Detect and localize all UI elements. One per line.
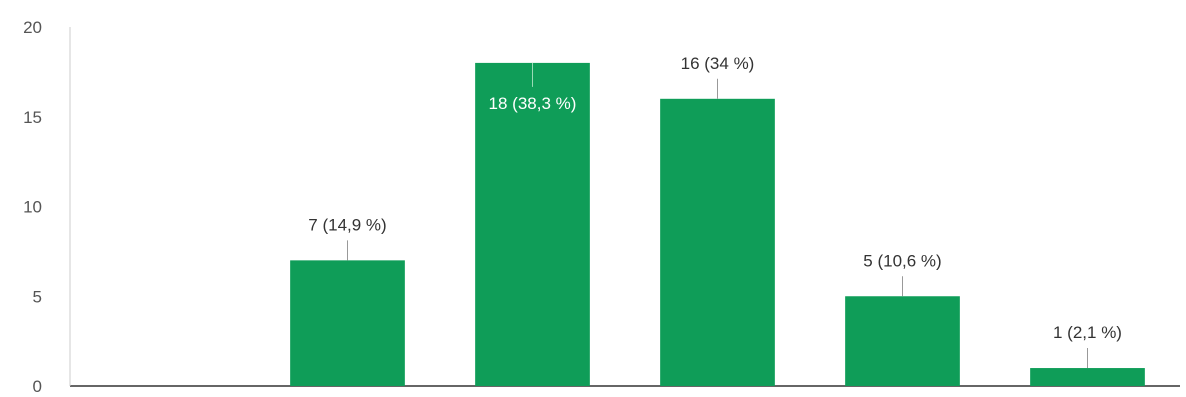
bar [290, 260, 405, 386]
y-tick-label: 10 [23, 198, 42, 217]
y-tick-label: 15 [23, 108, 42, 127]
data-label: 18 (38,3 %) [489, 94, 577, 113]
data-label: 16 (34 %) [681, 54, 755, 73]
bar [475, 62, 590, 387]
bars [290, 62, 1145, 387]
y-tick-label: 0 [33, 377, 42, 396]
bar [1030, 368, 1145, 386]
bar [845, 296, 960, 386]
y-axis-ticks: 0 5 10 15 20 [23, 18, 42, 396]
y-tick-label: 5 [33, 287, 42, 306]
bar [660, 98, 775, 387]
data-label: 7 (14,9 %) [308, 215, 386, 234]
data-label: 5 (10,6 %) [863, 251, 941, 270]
data-label: 1 (2,1 %) [1053, 323, 1122, 342]
data-labels: 7 (14,9 %) 18 (38,3 %) 16 (34 %) 5 (10,6 %)… [308, 54, 1122, 369]
y-tick-label: 20 [23, 18, 42, 37]
